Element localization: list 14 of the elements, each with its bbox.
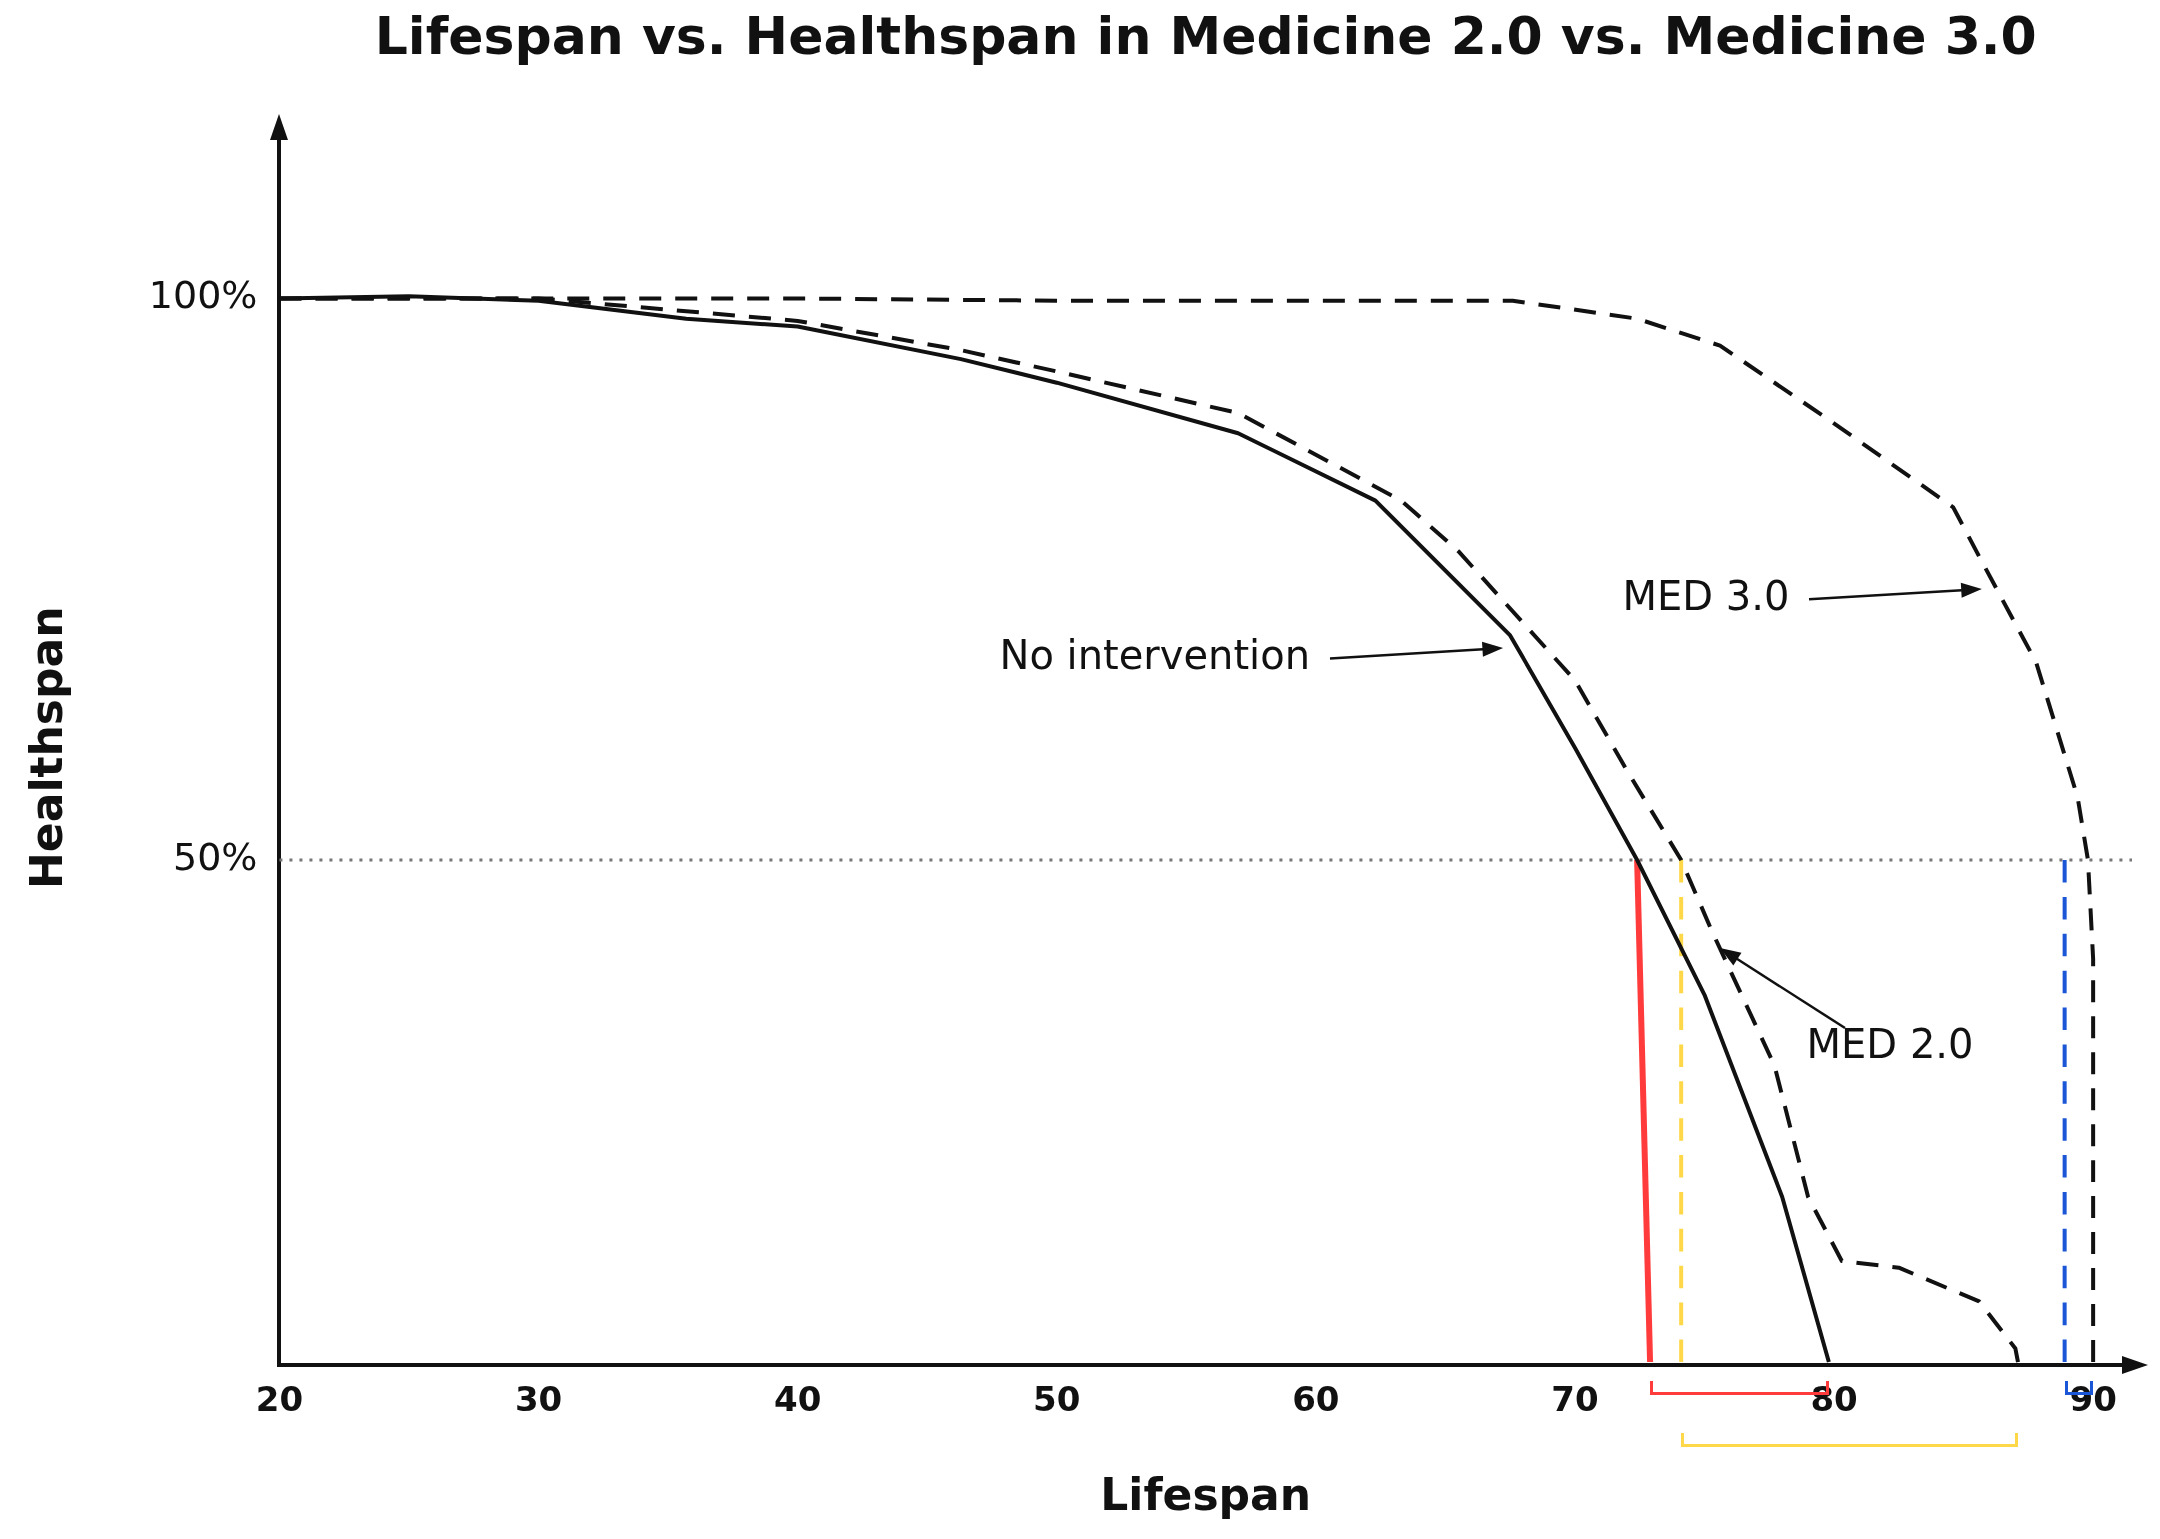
x-tick-label: 70 (1551, 1378, 1599, 1419)
annotation: MED 3.0 (1622, 572, 1790, 619)
x-tick-label: 30 (514, 1378, 563, 1419)
annotation: MED 2.0 (1806, 1021, 1974, 1067)
y-tick-label: 50% (172, 834, 258, 879)
x-tick-label: 20 (255, 1378, 304, 1419)
x-tick-label: 60 (1292, 1378, 1340, 1419)
x-axis-title: Lifespan (1100, 1469, 1312, 1521)
x-tick-label: 40 (773, 1378, 822, 1419)
y-axis-title: Healthspan (20, 606, 72, 889)
y-tick-label: 100% (148, 273, 258, 318)
chart-title: Lifespan vs. Healthspan in Medicine 2.0 vs. Medicine 3.0 (374, 5, 2037, 66)
annotation: No intervention (999, 632, 1311, 679)
x-tick-label: 50 (1033, 1378, 1081, 1419)
